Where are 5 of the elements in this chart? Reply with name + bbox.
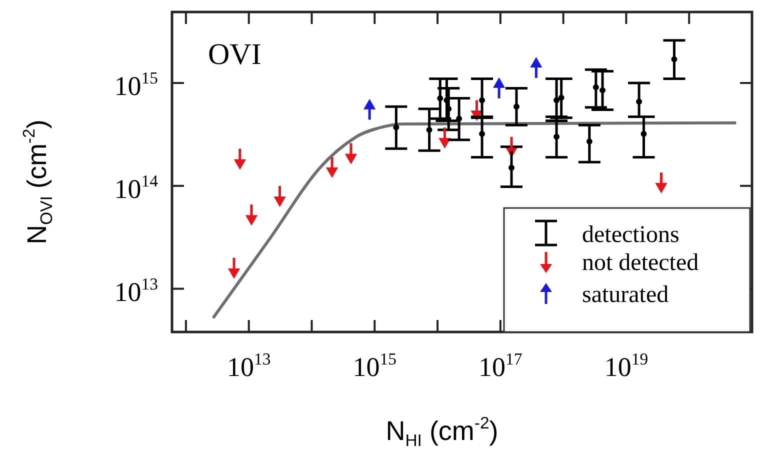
legend-label: saturated	[582, 282, 669, 308]
legend-label: not detected	[582, 250, 699, 276]
y-axis-title: NOVI (cm-2)	[20, 120, 56, 244]
text: OVI	[208, 38, 262, 71]
legend-label: detections	[582, 222, 680, 248]
